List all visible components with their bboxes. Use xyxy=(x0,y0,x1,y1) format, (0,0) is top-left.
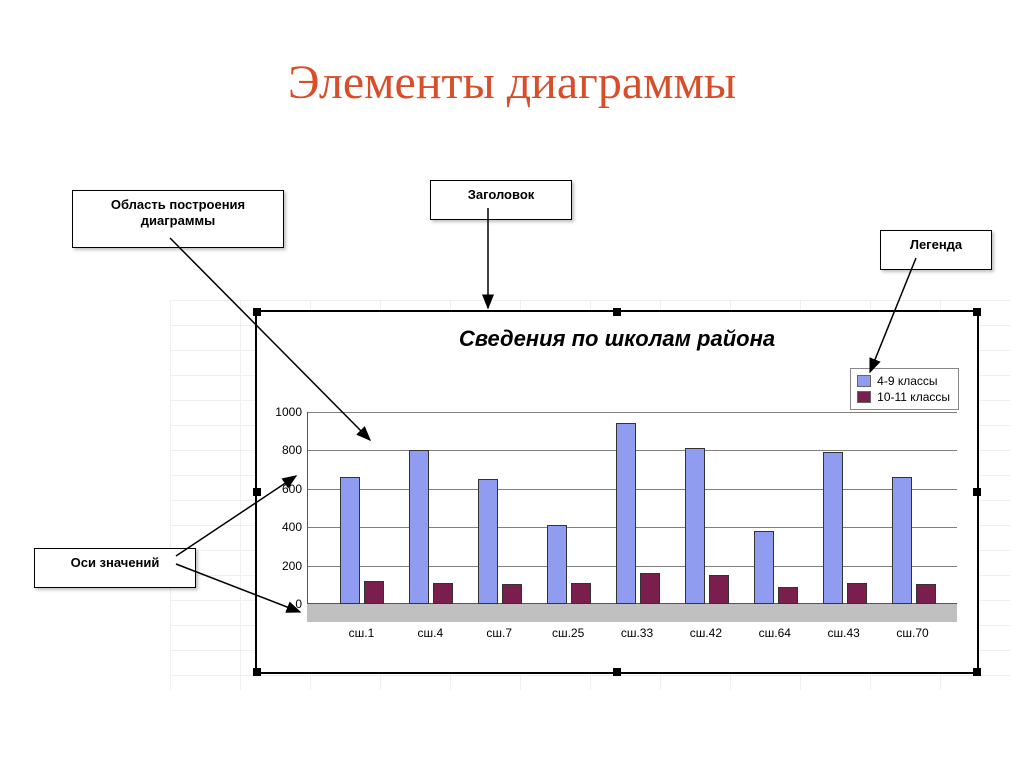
bar-series-0 xyxy=(340,477,360,604)
y-axis-tick-label: 200 xyxy=(282,559,302,573)
page-title: Элементы диаграммы xyxy=(0,55,1024,110)
bar-series-0 xyxy=(892,477,912,604)
resize-handle[interactable] xyxy=(973,668,981,676)
bar-series-0 xyxy=(409,450,429,604)
x-axis-tick-label: сш.64 xyxy=(759,626,791,640)
grid-line xyxy=(308,412,957,413)
chart-plot-area: 02004006008001000 сш.1сш.4сш.7сш.25сш.33… xyxy=(307,412,957,622)
resize-handle[interactable] xyxy=(253,488,261,496)
legend-item: 10-11 классы xyxy=(857,389,950,405)
chart-legend: 4-9 классы 10-11 классы xyxy=(850,368,959,410)
bar-series-1 xyxy=(502,584,522,604)
y-axis-tick-label: 600 xyxy=(282,482,302,496)
bar-series-1 xyxy=(364,581,384,604)
bar-series-1 xyxy=(433,583,453,604)
x-axis-tick-label: сш.1 xyxy=(349,626,375,640)
legend-swatch xyxy=(857,375,871,387)
slide: Элементы диаграммы Область построениядиа… xyxy=(0,0,1024,767)
legend-swatch xyxy=(857,391,871,403)
x-axis-tick-label: сш.42 xyxy=(690,626,722,640)
callout-axes: Оси значений xyxy=(34,548,196,588)
bar-series-0 xyxy=(547,525,567,604)
resize-handle[interactable] xyxy=(613,668,621,676)
resize-handle[interactable] xyxy=(973,308,981,316)
y-axis-tick-label: 400 xyxy=(282,520,302,534)
callout-legend: Легенда xyxy=(880,230,992,270)
x-axis-tick-label: сш.43 xyxy=(828,626,860,640)
bar-series-1 xyxy=(640,573,660,604)
bar-series-1 xyxy=(709,575,729,604)
bar-series-1 xyxy=(916,584,936,604)
callout-plot-area: Область построениядиаграммы xyxy=(72,190,284,248)
resize-handle[interactable] xyxy=(253,668,261,676)
bar-series-0 xyxy=(478,479,498,604)
bar-series-1 xyxy=(847,583,867,604)
x-axis-tick-label: сш.33 xyxy=(621,626,653,640)
bar-series-0 xyxy=(616,423,636,604)
x-axis-tick-label: сш.70 xyxy=(896,626,928,640)
x-axis-tick-label: сш.7 xyxy=(486,626,512,640)
legend-label: 10-11 классы xyxy=(877,390,950,404)
bar-series-0 xyxy=(754,531,774,604)
y-axis-tick-label: 1000 xyxy=(275,405,302,419)
bar-series-1 xyxy=(571,583,591,604)
legend-item: 4-9 классы xyxy=(857,373,950,389)
x-axis-tick-label: сш.4 xyxy=(418,626,444,640)
chart-title: Сведения по школам района xyxy=(257,326,977,352)
y-axis-tick-label: 800 xyxy=(282,443,302,457)
x-axis-tick-label: сш.25 xyxy=(552,626,584,640)
callout-header: Заголовок xyxy=(430,180,572,220)
resize-handle[interactable] xyxy=(253,308,261,316)
bar-series-0 xyxy=(823,452,843,604)
bar-series-1 xyxy=(778,587,798,604)
bar-series-0 xyxy=(685,448,705,604)
resize-handle[interactable] xyxy=(613,308,621,316)
chart-floor xyxy=(307,604,957,622)
chart-object-frame[interactable]: Сведения по школам района 4-9 классы 10-… xyxy=(255,310,979,674)
legend-label: 4-9 классы xyxy=(877,374,937,388)
resize-handle[interactable] xyxy=(973,488,981,496)
y-axis-tick-label: 0 xyxy=(295,597,302,611)
